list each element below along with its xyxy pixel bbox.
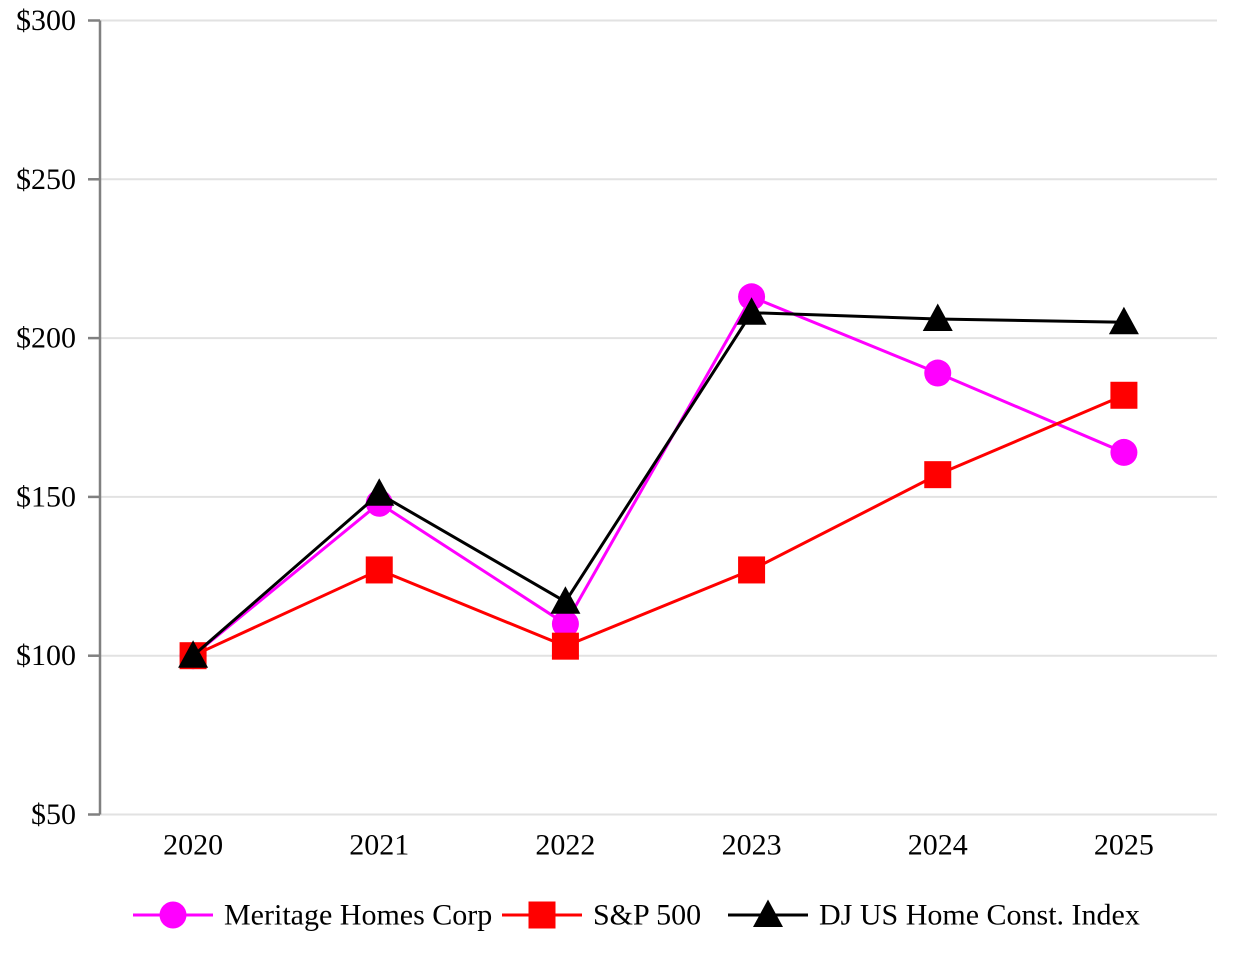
- legend-label: DJ US Home Const. Index: [819, 899, 1140, 932]
- y-tick-label: $50: [31, 798, 76, 831]
- data-point-s-p-500: [738, 556, 766, 584]
- gridlines-group: [100, 19, 1217, 816]
- x-tick-label: 2024: [908, 829, 968, 862]
- series-line-meritage-homes-corp: [192, 294, 1125, 657]
- x-tick-label: 2023: [722, 829, 782, 862]
- y-tick-label: $200: [16, 322, 76, 355]
- y-tick-label: $100: [16, 639, 76, 672]
- series-line-s-p-500: [192, 393, 1125, 658]
- series-dj-us-home-const-index: [178, 297, 1139, 668]
- data-point-dj-us-home-const-index: [178, 640, 209, 668]
- y-tick-label: $250: [16, 163, 76, 196]
- data-point-dj-us-home-const-index: [736, 297, 767, 325]
- legend-item-meritage-homes-corp: Meritage Homes Corp: [133, 899, 492, 932]
- legend-item-dj-us-home-const-index: DJ US Home Const. Index: [728, 899, 1140, 932]
- series-s-p-500: [179, 381, 1138, 670]
- legend-marker-circle-icon: [159, 901, 187, 929]
- x-tick-labels: 2020 2021 2022 2023 2024 2025: [163, 829, 1154, 862]
- data-point-meritage-homes-corp: [924, 359, 952, 387]
- legend: Meritage Homes Corp S&P 500 DJ US Home Con…: [133, 899, 1140, 932]
- data-point-meritage-homes-corp: [551, 610, 579, 638]
- data-point-dj-us-home-const-index: [550, 586, 581, 614]
- data-point-s-p-500: [551, 632, 579, 660]
- data-point-meritage-homes-corp: [1110, 438, 1138, 466]
- x-tick-label: 2025: [1094, 829, 1154, 862]
- data-point-s-p-500: [1110, 381, 1138, 409]
- y-tick-label: $150: [16, 480, 76, 513]
- legend-label: S&P 500: [593, 899, 701, 932]
- y-tick-label: $300: [16, 4, 76, 37]
- series-meritage-homes-corp: [179, 283, 1138, 670]
- legend-item-s-p-500: S&P 500: [502, 899, 701, 932]
- data-point-dj-us-home-const-index: [922, 303, 953, 332]
- legend-label: Meritage Homes Corp: [224, 899, 492, 932]
- y-axis: [88, 19, 102, 816]
- x-tick-label: 2022: [535, 829, 595, 862]
- data-point-s-p-500: [365, 556, 393, 584]
- legend-marker-square-icon: [528, 901, 556, 929]
- data-point-s-p-500: [924, 461, 952, 489]
- x-tick-label: 2020: [163, 829, 223, 862]
- data-point-meritage-homes-corp: [738, 283, 766, 311]
- legend-marker-triangle-icon: [753, 899, 783, 927]
- series-line-dj-us-home-const-index: [192, 311, 1124, 657]
- data-point-dj-us-home-const-index: [364, 478, 395, 506]
- x-tick-label: 2021: [349, 829, 409, 862]
- y-tick-labels: $50 $100 $150 $200 $250 $300: [16, 4, 76, 831]
- data-point-dj-us-home-const-index: [1108, 306, 1139, 335]
